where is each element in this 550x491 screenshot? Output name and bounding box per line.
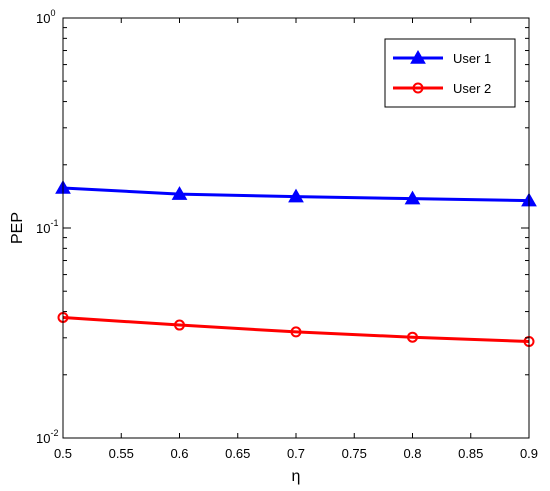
y-tick-label: 10-1 xyxy=(36,218,58,236)
y-tick-labels: 10-2 10-1 100 xyxy=(36,8,58,446)
data-point-user-2 xyxy=(174,319,185,331)
legend: User 1 User 2 xyxy=(384,38,516,108)
x-axis-label: η xyxy=(292,468,301,485)
x-tick-labels: 0.5 0.55 0.6 0.65 0.7 0.75 0.8 0.85 0.9 xyxy=(54,446,538,461)
legend-label-user-1: User 1 xyxy=(453,51,491,66)
data-point-user-2 xyxy=(290,326,302,338)
x-tick-label: 0.85 xyxy=(458,446,483,461)
x-tick-label: 0.9 xyxy=(520,446,538,461)
series-line-user-2 xyxy=(62,315,530,344)
x-tick-label: 0.55 xyxy=(109,446,134,461)
series-layer xyxy=(55,180,537,348)
x-tick-label: 0.8 xyxy=(403,446,421,461)
y-axis-label: PEP xyxy=(9,212,26,244)
x-tick-label: 0.5 xyxy=(54,446,72,461)
plot-frame xyxy=(62,17,530,439)
x-tick-label: 0.75 xyxy=(342,446,367,461)
x-tick-label: 0.7 xyxy=(287,446,305,461)
y-tick-label: 100 xyxy=(36,8,55,26)
legend-label-user-2: User 2 xyxy=(453,81,491,96)
data-point-user-1 xyxy=(288,188,304,203)
series-user-1 xyxy=(55,180,537,207)
data-point-user-2 xyxy=(407,331,418,343)
y-tick-label: 10-2 xyxy=(36,428,58,446)
x-tick-label: 0.6 xyxy=(170,446,188,461)
data-point-user-1 xyxy=(404,190,421,205)
legend-marker-user-2 xyxy=(412,82,424,94)
data-point-user-1 xyxy=(171,186,188,200)
legend-box xyxy=(384,38,516,108)
legend-marker-user-1 xyxy=(410,49,426,64)
x-tick-label: 0.65 xyxy=(225,446,250,461)
